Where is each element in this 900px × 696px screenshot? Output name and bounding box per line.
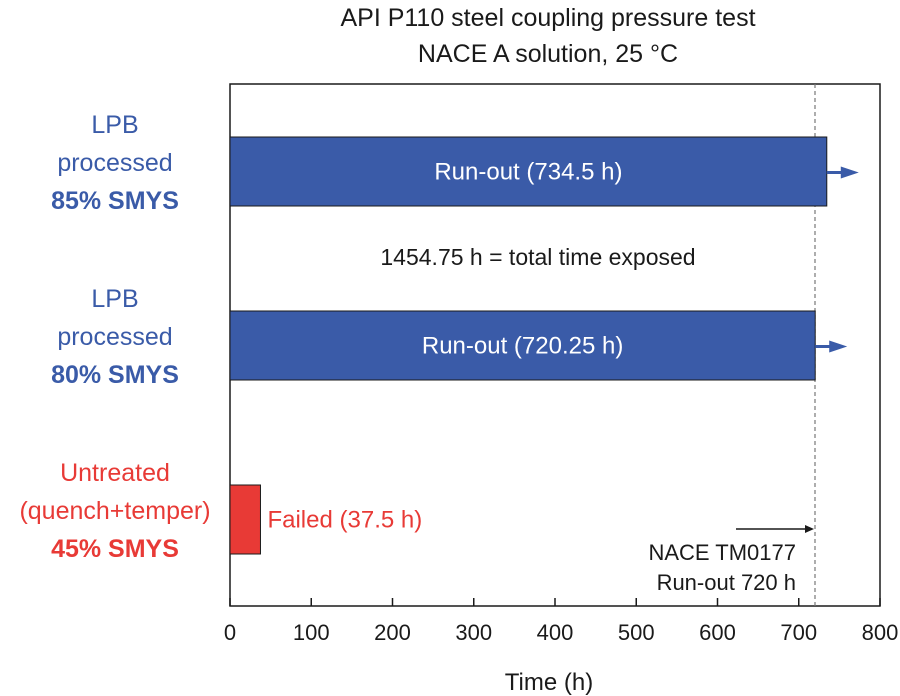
row-label-bold: 85% SMYS (51, 187, 179, 215)
runout-arrow-icon (840, 166, 859, 179)
bar-label: Failed (37.5 h) (267, 507, 422, 534)
row-label-line: processed (57, 323, 172, 351)
row-label-line: LPB (91, 111, 138, 139)
x-axis: 0 100 200 300 400 500 600 700 800 Time (h) (224, 598, 898, 696)
x-tick-label: 500 (618, 620, 655, 645)
x-tick-label: 200 (374, 620, 411, 645)
bars: Run-out (734.5 h) Run-out (720.25 h) Faile… (229, 136, 859, 555)
row-label-line: processed (57, 149, 172, 177)
total-exposed-annotation: 1454.75 h = total time exposed (380, 244, 695, 270)
x-tick-label: 0 (224, 620, 236, 645)
reference-label-line-2: Run-out 720 h (657, 570, 796, 595)
reference-label-line-1: NACE TM0177 (648, 540, 796, 565)
x-tick-label: 800 (862, 620, 899, 645)
bar-label: Run-out (720.25 h) (422, 333, 623, 360)
x-tick-label: 100 (293, 620, 330, 645)
row-label-bold: 80% SMYS (51, 361, 179, 389)
row-label-line: LPB (91, 285, 138, 313)
bar-3 (229, 484, 261, 555)
row-labels: LPB processed 85% SMYS LPB processed 80% SMYS… (19, 111, 210, 563)
row-label-line: (quench+temper) (19, 497, 210, 525)
reference-arrow-icon (805, 525, 814, 533)
x-tick-label: 400 (537, 620, 574, 645)
chart-title-line-2: NACE A solution, 25 °C (418, 40, 678, 68)
x-tick-label: 300 (455, 620, 492, 645)
chart-title: API P110 steel coupling pressure test NAC… (340, 4, 755, 68)
bar-2 (229, 310, 816, 381)
row-label-line: Untreated (60, 459, 170, 487)
x-axis-label: Time (h) (505, 669, 593, 696)
x-tick-label: 600 (699, 620, 736, 645)
bar-label: Run-out (734.5 h) (434, 159, 622, 186)
chart-title-line-1: API P110 steel coupling pressure test (340, 4, 755, 32)
row-label-bold: 45% SMYS (51, 535, 179, 563)
reference-line-group: NACE TM0177 Run-out 720 h (648, 84, 816, 606)
x-tick-label: 700 (780, 620, 817, 645)
runout-arrow-icon (829, 340, 848, 353)
